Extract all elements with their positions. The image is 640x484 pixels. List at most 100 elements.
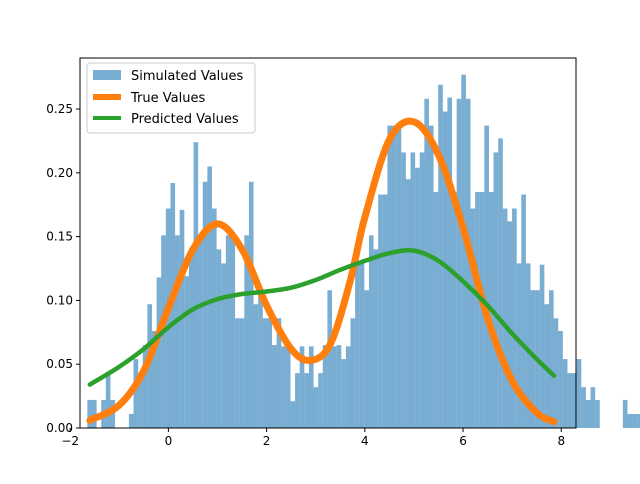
histogram-bar: [484, 125, 489, 429]
histogram-bar: [290, 401, 296, 428]
histogram-bar: [184, 276, 189, 428]
histogram-bar: [373, 249, 379, 428]
histogram-bar: [595, 399, 600, 428]
histogram-bar: [110, 399, 116, 428]
histogram-bar: [128, 413, 134, 428]
x-tick-label: 2: [263, 434, 271, 448]
histogram-bar: [576, 359, 582, 428]
histogram-bar: [585, 399, 591, 428]
histogram-bar: [553, 318, 559, 428]
histogram-bar: [415, 167, 420, 428]
histogram-bar: [285, 345, 291, 428]
histogram-bar: [419, 152, 425, 428]
histogram-bar: [442, 111, 448, 428]
histogram-bar: [428, 125, 434, 429]
x-tick-label: 8: [557, 434, 565, 448]
histogram-bar: [318, 373, 323, 428]
histogram-bar: [225, 235, 231, 428]
legend-label-true: True Values: [130, 91, 205, 106]
histogram-bar: [465, 98, 471, 428]
histogram-bar: [207, 166, 213, 428]
histogram-bar: [530, 290, 536, 428]
histogram-bar: [276, 318, 282, 428]
histogram-bar: [516, 263, 522, 428]
x-tick-label: −2: [61, 434, 79, 448]
legend-box: [86, 62, 256, 134]
series-line-true-values: [86, 117, 558, 426]
histogram-bar: [539, 264, 545, 428]
histogram-bar: [133, 359, 139, 428]
series-line-predicted-values: [87, 248, 557, 387]
plot-frame: [79, 57, 577, 429]
histogram-bar: [498, 138, 503, 428]
histogram-bar: [525, 263, 531, 428]
histogram-bar: [267, 318, 273, 428]
histogram-bar: [345, 346, 351, 428]
histogram-bar: [364, 290, 369, 428]
histogram-bar: [332, 346, 337, 428]
histogram-bar: [299, 346, 305, 428]
histogram-bar: [562, 359, 568, 428]
histogram-bar: [327, 290, 333, 428]
legend: Simulated Values True Values Predicted V…: [86, 62, 256, 134]
histogram-bar: [350, 318, 356, 428]
histogram-bar: [632, 413, 637, 428]
histogram-bar: [258, 290, 263, 428]
histogram-bar: [378, 194, 383, 428]
histogram-bar: [281, 346, 286, 428]
curves: [86, 117, 558, 426]
histogram-bar: [355, 263, 360, 428]
histogram-bar: [493, 152, 499, 428]
y-tick-label: 0.10: [46, 293, 73, 307]
histogram-bar: [548, 290, 554, 428]
histogram-bar: [456, 98, 462, 428]
histogram-bar: [105, 373, 111, 428]
y-tick-label: 0.15: [46, 230, 73, 244]
histogram-bar: [221, 263, 226, 428]
histogram-bar: [433, 191, 439, 428]
histogram-bar: [410, 152, 416, 428]
histogram-bar: [308, 346, 314, 428]
histogram-bar: [438, 84, 443, 428]
histogram-bar: [138, 373, 143, 428]
histogram-bar: [216, 249, 222, 428]
histogram-bar: [461, 74, 466, 428]
histogram-bar: [262, 318, 268, 428]
histogram-bar: [475, 191, 480, 428]
y-tick-label: 0.20: [46, 166, 73, 180]
legend-swatch-simulated: [93, 70, 121, 80]
histogram-bar: [590, 387, 596, 428]
histogram-bar: [313, 387, 319, 428]
histogram-bar: [368, 235, 374, 428]
histogram-bar: [521, 194, 526, 428]
histogram-bar: [470, 208, 476, 428]
histogram-bar: [175, 235, 180, 428]
y-axis: 0.00 0.05 0.10 0.15 0.20 0.25: [46, 102, 80, 435]
histogram-bar: [248, 181, 254, 428]
histogram-bar: [382, 194, 388, 428]
histogram-bar: [188, 250, 194, 428]
histogram-bar: [193, 142, 199, 428]
histogram-bar: [212, 208, 217, 428]
histogram-bar: [87, 399, 92, 428]
histogram-bar: [636, 413, 640, 428]
legend-label-simulated: Simulated Values: [131, 69, 244, 84]
histogram-bar: [622, 399, 628, 428]
legend-label-predicted: Predicted Values: [131, 112, 239, 127]
histogram-bar: [142, 345, 148, 428]
histogram-bar: [512, 208, 517, 428]
histogram-bar: [156, 277, 162, 428]
histogram-bar: [405, 179, 411, 428]
histogram-bar: [198, 235, 203, 428]
histogram-bar: [396, 125, 402, 429]
histogram-bar: [567, 373, 573, 428]
histogram-bar: [392, 125, 397, 429]
x-tick-label: 0: [165, 434, 173, 448]
histogram-bar: [627, 413, 633, 428]
histogram-bar: [341, 359, 346, 428]
y-tick-label: 0.05: [46, 357, 73, 371]
histogram-bar: [387, 125, 393, 429]
histogram-bar: [359, 263, 365, 428]
histogram-bar: [272, 345, 277, 428]
